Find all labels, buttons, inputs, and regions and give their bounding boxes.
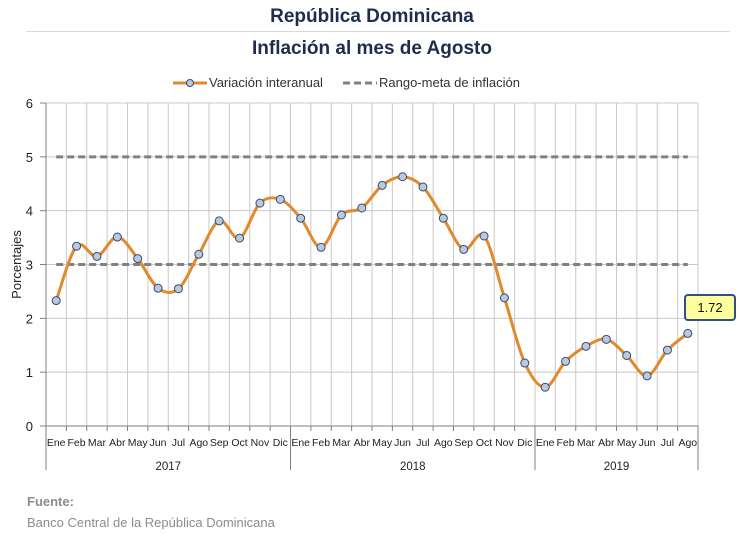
x-tick-label: Sep: [210, 437, 229, 449]
y-tick-label: 3: [26, 258, 33, 273]
data-point: [72, 241, 82, 251]
data-point: [255, 198, 265, 208]
data-point: [214, 216, 224, 226]
y-tick-label: 1: [26, 365, 33, 380]
data-point: [418, 182, 428, 192]
data-point: [662, 345, 672, 355]
x-tick-label: Ene: [291, 437, 310, 449]
source-heading: Fuente:: [27, 494, 74, 509]
legend-band-label: Rango-meta de inflación: [379, 75, 520, 90]
x-tick-label: Abr: [598, 437, 615, 449]
y-tick-label: 4: [26, 204, 33, 219]
x-tick-label: May: [372, 437, 393, 449]
x-tick-label: Ago: [189, 437, 208, 449]
x-tick-label: Mar: [332, 437, 351, 449]
x-tick-label: Mar: [88, 437, 107, 449]
x-tick-label: Ene: [536, 437, 555, 449]
legend-item-band: Rango-meta de inflación: [341, 75, 520, 90]
legend-item-series: Variación interanual: [171, 75, 323, 90]
y-axis-label: Porcentajes: [9, 230, 24, 299]
x-tick-label: Dic: [273, 437, 288, 449]
data-point: [601, 334, 611, 344]
x-tick-label: Feb: [312, 437, 330, 449]
data-point: [336, 210, 346, 220]
y-tick-label: 5: [26, 150, 33, 165]
year-label: 2017: [155, 461, 181, 473]
x-tick-label: Sep: [454, 437, 473, 449]
data-point: [540, 382, 550, 392]
x-tick-label: Oct: [476, 437, 492, 449]
y-tick-label: 6: [26, 96, 33, 111]
x-tick-label: Ene: [47, 437, 66, 449]
source-text: Banco Central de la República Dominicana: [27, 515, 275, 530]
year-label: 2019: [604, 461, 630, 473]
data-point: [438, 213, 448, 223]
title-divider: [26, 31, 730, 32]
x-tick-label: Nov: [251, 437, 270, 449]
data-point: [133, 254, 143, 264]
x-tick-label: Abr: [109, 437, 126, 449]
x-tick-label: Jul: [416, 437, 429, 449]
x-tick-label: May: [617, 437, 638, 449]
y-tick-label: 0: [26, 419, 33, 434]
x-tick-label: Mar: [577, 437, 596, 449]
data-point: [153, 283, 163, 293]
data-point: [561, 356, 571, 366]
x-tick-label: Feb: [68, 437, 86, 449]
chart-title: República Dominicana: [270, 6, 474, 27]
data-point: [398, 172, 408, 182]
data-point: [357, 203, 367, 213]
x-tick-label: Oct: [231, 437, 247, 449]
legend-series-swatch: [173, 78, 207, 87]
x-tick-label: Jun: [394, 437, 411, 449]
data-point: [275, 194, 285, 204]
last-value-callout: 1.72: [684, 294, 736, 321]
data-point: [92, 251, 102, 261]
x-tick-label: Ago: [434, 437, 453, 449]
legend-series-label: Variación interanual: [209, 75, 323, 90]
data-point: [683, 328, 693, 338]
x-tick-label: Jun: [150, 437, 167, 449]
x-tick-label: Jun: [639, 437, 656, 449]
data-point: [235, 233, 245, 243]
chart-subtitle: Inflación al mes de Agosto: [251, 38, 492, 59]
year-label: 2018: [400, 461, 426, 473]
x-tick-label: Jul: [172, 437, 185, 449]
data-point: [622, 350, 632, 360]
legend-band-swatch: [343, 81, 377, 84]
data-point: [581, 341, 591, 351]
x-tick-label: Abr: [354, 437, 371, 449]
data-point: [173, 284, 183, 294]
data-point: [459, 244, 469, 254]
x-tick-label: Ago: [678, 437, 697, 449]
data-point: [194, 249, 204, 259]
x-tick-label: Jul: [661, 437, 674, 449]
data-point: [51, 296, 61, 306]
data-point: [296, 213, 306, 223]
data-point: [377, 180, 387, 190]
x-tick-label: Feb: [557, 437, 575, 449]
legend: Variación interanual Rango-meta de infla…: [0, 75, 744, 97]
x-tick-label: Dic: [517, 437, 532, 449]
x-tick-label: Nov: [495, 437, 514, 449]
data-point: [642, 371, 652, 381]
x-tick-label: May: [128, 437, 149, 449]
data-point: [520, 358, 530, 368]
data-point: [479, 231, 489, 241]
y-tick-label: 2: [26, 311, 33, 326]
data-point: [499, 293, 509, 303]
data-point: [316, 242, 326, 252]
data-point: [112, 232, 122, 242]
